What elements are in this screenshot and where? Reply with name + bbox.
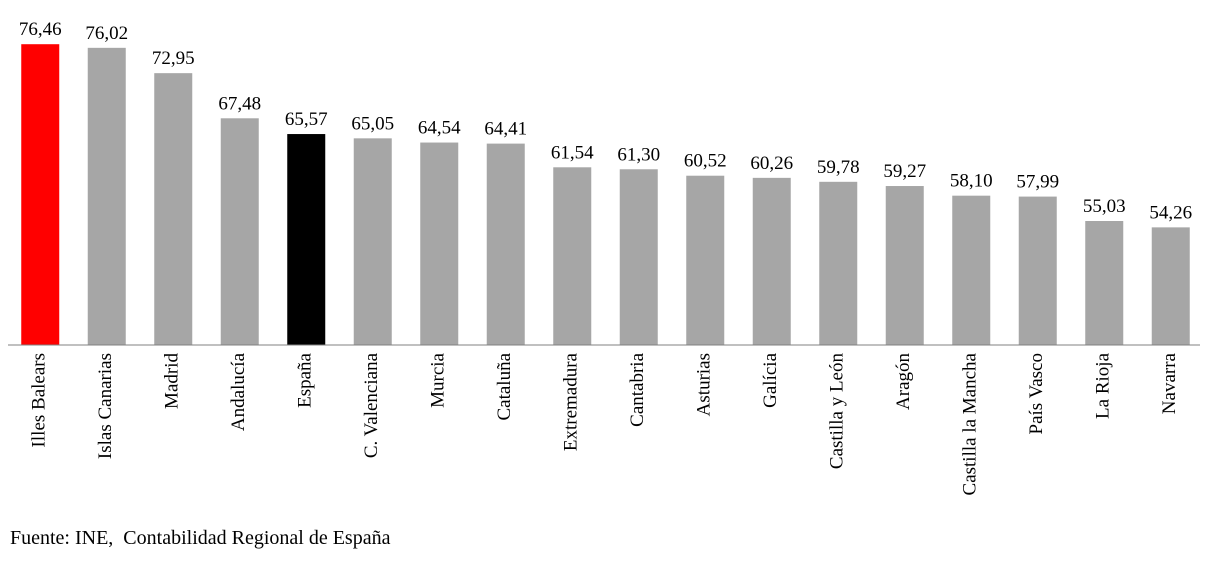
value-label: 67,48 xyxy=(218,93,261,114)
x-tick-label: Islas Canarias xyxy=(95,353,116,459)
x-tick-label: Galícia xyxy=(760,352,781,407)
bar xyxy=(952,195,991,345)
value-label: 55,03 xyxy=(1083,196,1126,217)
value-label: 54,26 xyxy=(1149,202,1192,223)
value-label: 60,52 xyxy=(684,151,727,172)
value-label: 64,41 xyxy=(484,119,527,140)
bar xyxy=(885,186,924,345)
x-tick-label: Asturias xyxy=(694,353,715,416)
x-tick-label: País Vasco xyxy=(1026,353,1047,434)
value-label: 76,02 xyxy=(85,23,128,44)
x-tick-label: Cantabria xyxy=(627,352,648,426)
x-tick-label: Extremadura xyxy=(561,352,582,451)
value-label: 61,30 xyxy=(617,144,660,165)
bar xyxy=(87,47,126,346)
x-tick-label: Madrid xyxy=(162,353,183,409)
x-tick-label: C. Valenciana xyxy=(361,352,382,458)
bar xyxy=(154,73,193,345)
x-tick-label: Aragón xyxy=(893,353,914,410)
bar xyxy=(420,142,459,345)
x-tick-label: Andalucía xyxy=(228,352,249,431)
bar xyxy=(1151,227,1190,345)
value-label: 57,99 xyxy=(1016,172,1059,193)
x-tick-label: Illes Balears xyxy=(29,353,50,447)
bar xyxy=(619,169,658,345)
bar xyxy=(1018,196,1057,345)
bar xyxy=(353,138,392,345)
value-label: 61,54 xyxy=(551,142,594,163)
x-tick-label: La Rioja xyxy=(1093,352,1114,419)
value-label: 59,27 xyxy=(883,161,926,182)
x-tick-label: España xyxy=(295,352,316,407)
value-label: 60,26 xyxy=(750,153,793,174)
bar xyxy=(752,177,791,345)
x-tick-label: Navarra xyxy=(1159,352,1180,414)
value-label: 76,46 xyxy=(19,19,62,40)
bar xyxy=(220,118,259,345)
x-tick-label: Castilla y León xyxy=(827,353,848,470)
value-label: 65,05 xyxy=(351,113,394,134)
value-label: 65,57 xyxy=(285,109,328,130)
source-note: Fuente: INE, Contabilidad Regional de Es… xyxy=(10,527,391,549)
value-label: 72,95 xyxy=(152,48,195,69)
value-label: 64,54 xyxy=(418,118,461,139)
value-label: 59,78 xyxy=(817,157,860,178)
bar xyxy=(21,44,60,345)
value-label: 58,10 xyxy=(950,171,993,192)
bar xyxy=(553,167,592,345)
bar xyxy=(486,143,525,345)
x-tick-label: Cataluña xyxy=(494,352,515,420)
x-tick-label: Murcia xyxy=(428,352,449,407)
bar xyxy=(819,181,858,345)
bar xyxy=(686,175,725,345)
x-tick-label: Castilla la Mancha xyxy=(960,352,981,495)
bar xyxy=(1085,221,1124,345)
bar xyxy=(287,134,326,345)
